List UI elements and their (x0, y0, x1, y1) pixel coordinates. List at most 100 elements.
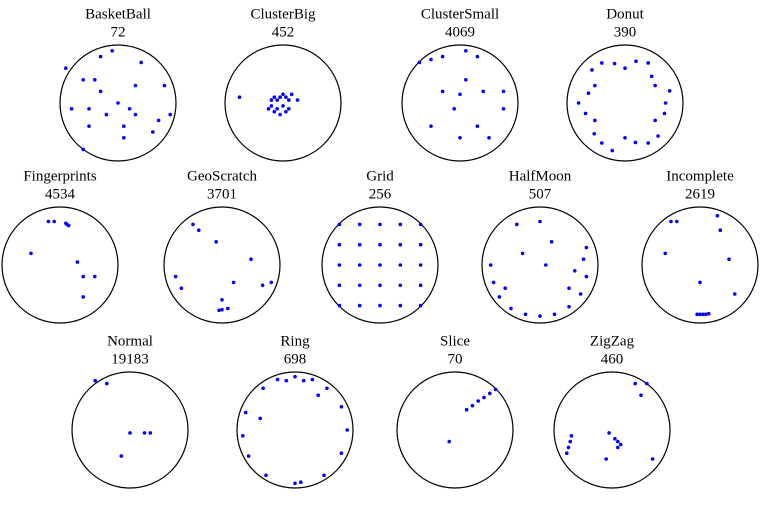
point (607, 431, 611, 435)
point (733, 292, 737, 296)
point (475, 124, 480, 128)
point (339, 405, 344, 409)
point (357, 303, 362, 308)
panel-title: ClusterBig (250, 6, 316, 22)
panel-title: ZigZag (590, 333, 635, 349)
point (322, 473, 326, 478)
point (675, 219, 679, 224)
panel-count: 4534 (45, 186, 76, 202)
point (299, 480, 303, 485)
panel-count: 72 (111, 24, 126, 40)
point (501, 107, 506, 111)
panel-title: ClusterSmall (421, 6, 499, 22)
point (284, 109, 288, 114)
point (345, 428, 350, 432)
panel-count: 70 (448, 351, 463, 367)
point (398, 303, 403, 308)
point (650, 457, 655, 461)
point (567, 286, 571, 291)
panel-border (566, 44, 684, 162)
point (704, 312, 708, 317)
panel-count: 390 (614, 24, 637, 40)
point (578, 292, 583, 296)
point (493, 387, 498, 392)
panel-count: 2619 (685, 186, 715, 202)
point (261, 386, 265, 391)
point (287, 107, 291, 111)
panel-border (481, 206, 599, 324)
point (272, 95, 277, 99)
panel-border (59, 44, 177, 162)
point (564, 451, 569, 456)
panel-count: 4069 (445, 24, 475, 40)
point (81, 295, 85, 299)
panel-count: 256 (369, 186, 392, 202)
point (544, 263, 548, 267)
point (488, 391, 492, 396)
point (133, 112, 138, 117)
point (440, 89, 445, 94)
point (46, 219, 51, 224)
point (584, 274, 589, 279)
panel-title: Slice (440, 333, 470, 349)
panel-border (641, 206, 759, 324)
point (337, 242, 342, 247)
point (295, 98, 300, 102)
point (633, 140, 638, 145)
point (618, 442, 623, 447)
point (191, 222, 195, 227)
point (487, 136, 491, 140)
point (284, 95, 288, 99)
point (301, 378, 306, 383)
point (243, 410, 248, 415)
point (476, 399, 481, 403)
point (646, 61, 650, 65)
point (237, 95, 242, 99)
point (81, 274, 85, 279)
point (482, 395, 486, 400)
point (503, 286, 508, 291)
point (357, 222, 362, 227)
point (220, 298, 224, 302)
point (538, 219, 542, 224)
point (417, 60, 422, 65)
point (604, 457, 608, 461)
point (87, 124, 91, 128)
point (128, 431, 132, 435)
point (586, 91, 591, 95)
point (464, 407, 469, 412)
panel-border (224, 44, 342, 162)
point (600, 141, 604, 145)
point (272, 109, 277, 114)
point (447, 439, 452, 444)
point (127, 107, 132, 111)
point (663, 101, 668, 105)
point (116, 101, 120, 105)
point (398, 263, 403, 267)
point (695, 312, 699, 317)
panel-border (396, 371, 514, 489)
point (197, 228, 201, 232)
point (718, 228, 723, 232)
point (452, 107, 457, 111)
point (269, 280, 274, 285)
point (269, 98, 274, 102)
point (264, 473, 268, 478)
point (398, 283, 403, 288)
point (715, 213, 720, 218)
point (226, 306, 230, 311)
panel-count: 452 (272, 24, 295, 40)
point (378, 242, 382, 247)
point (663, 251, 667, 256)
point (281, 104, 285, 108)
point (470, 403, 475, 408)
point (593, 83, 597, 88)
point (458, 136, 462, 140)
point (357, 283, 362, 288)
point (246, 454, 251, 458)
point (284, 378, 289, 383)
point (520, 251, 525, 256)
point (162, 83, 167, 88)
point (275, 377, 280, 382)
